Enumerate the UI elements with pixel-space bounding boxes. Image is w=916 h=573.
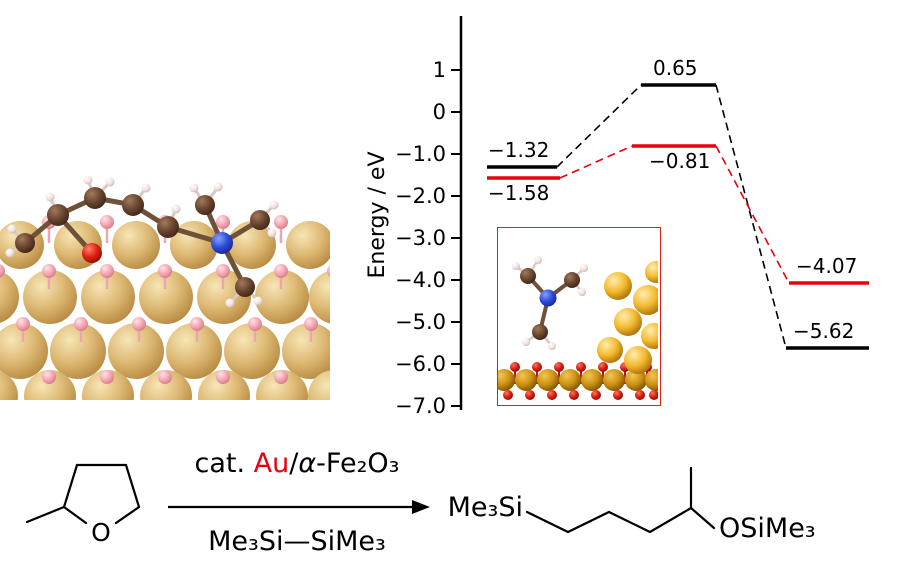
y-tick-label: −2.0 [395,184,446,208]
black-pathway-levels [487,83,869,350]
oxide-surface-atoms [0,215,330,400]
level-label: −5.62 [793,319,854,343]
oxygen-atom [82,243,102,263]
inset-nitrogen-atom [539,289,557,307]
main-structure-image [0,175,330,400]
red-pathway-connectors [559,145,790,284]
y-tick-label: −3.0 [395,226,446,250]
inset-structure-frame [493,227,667,406]
adsorbed-molecule [5,175,279,308]
y-tick-label: −7.0 [395,394,446,418]
nitrogen-atom [211,232,233,254]
y-tick-label: 1 [433,58,446,82]
black-pathway-connectors [556,84,787,349]
inset-amine-molecule [512,256,588,350]
y-tick-label: −4.0 [395,268,446,292]
level-label: −0.81 [649,149,710,173]
level-label: −4.07 [796,254,857,278]
level-label: 0.65 [653,56,698,80]
conditions-bottom-text: Me₃Si—SiMe₃ [208,526,386,557]
product-left-group-label: Me₃Si [448,492,523,523]
level-label: −1.32 [488,138,549,162]
reaction-arrow [168,500,430,514]
arrowhead-icon [412,500,430,514]
y-axis: 1 0 −1.0 −2.0 −3.0 −4.0 −5.0 −6.0 −7.0 [395,16,463,418]
y-axis-label: Energy / eV [365,151,390,278]
reactant-oxygen-label: O [91,518,111,547]
y-tick-label: −6.0 [395,352,446,376]
product-right-group-label: OSiMe₃ [719,513,816,544]
conditions-top-text: cat. Au/α-Fe₂O₃ [195,448,400,479]
inset-oxide-surface [493,362,667,400]
red-pathway-levels [487,144,869,285]
y-tick-label: 0 [433,100,446,124]
reactant-structure [25,463,141,525]
y-tick-label: −5.0 [395,310,446,334]
y-tick-label: −1.0 [395,142,446,166]
level-label: −1.58 [488,181,549,205]
product-skeleton [525,466,716,534]
